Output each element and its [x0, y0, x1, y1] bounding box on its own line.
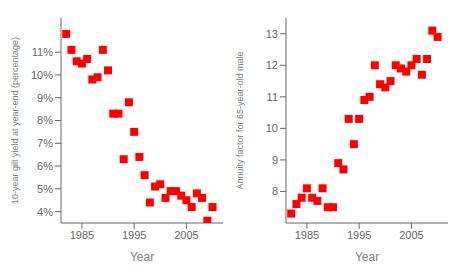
svg-text:10%: 10%	[31, 69, 53, 81]
svg-text:7%: 7%	[37, 137, 53, 149]
svg-text:1995: 1995	[347, 229, 371, 241]
svg-text:2005: 2005	[399, 229, 423, 241]
svg-text:Year: Year	[355, 250, 379, 264]
svg-text:8%: 8%	[37, 114, 53, 126]
svg-text:11%: 11%	[32, 46, 53, 58]
svg-text:Year: Year	[130, 250, 154, 264]
svg-text:13: 13	[266, 28, 278, 40]
svg-text:5%: 5%	[37, 183, 53, 195]
svg-text:9: 9	[272, 154, 278, 166]
svg-text:8: 8	[272, 185, 278, 197]
svg-text:6%: 6%	[37, 160, 53, 172]
svg-text:12: 12	[266, 59, 278, 71]
svg-text:1985: 1985	[295, 229, 319, 241]
svg-text:4%: 4%	[37, 206, 53, 218]
svg-text:1995: 1995	[122, 229, 146, 241]
svg-text:9%: 9%	[37, 92, 53, 104]
svg-text:10: 10	[266, 122, 278, 134]
svg-text:11: 11	[267, 91, 278, 103]
svg-text:1985: 1985	[70, 229, 94, 241]
svg-text:Annuity factor for 65-year-old: Annuity factor for 65-year-old male	[235, 51, 245, 189]
svg-text:10-year gilt yield at year-end: 10-year gilt yield at year-end (percenta…	[10, 37, 20, 204]
svg-text:2005: 2005	[174, 229, 198, 241]
